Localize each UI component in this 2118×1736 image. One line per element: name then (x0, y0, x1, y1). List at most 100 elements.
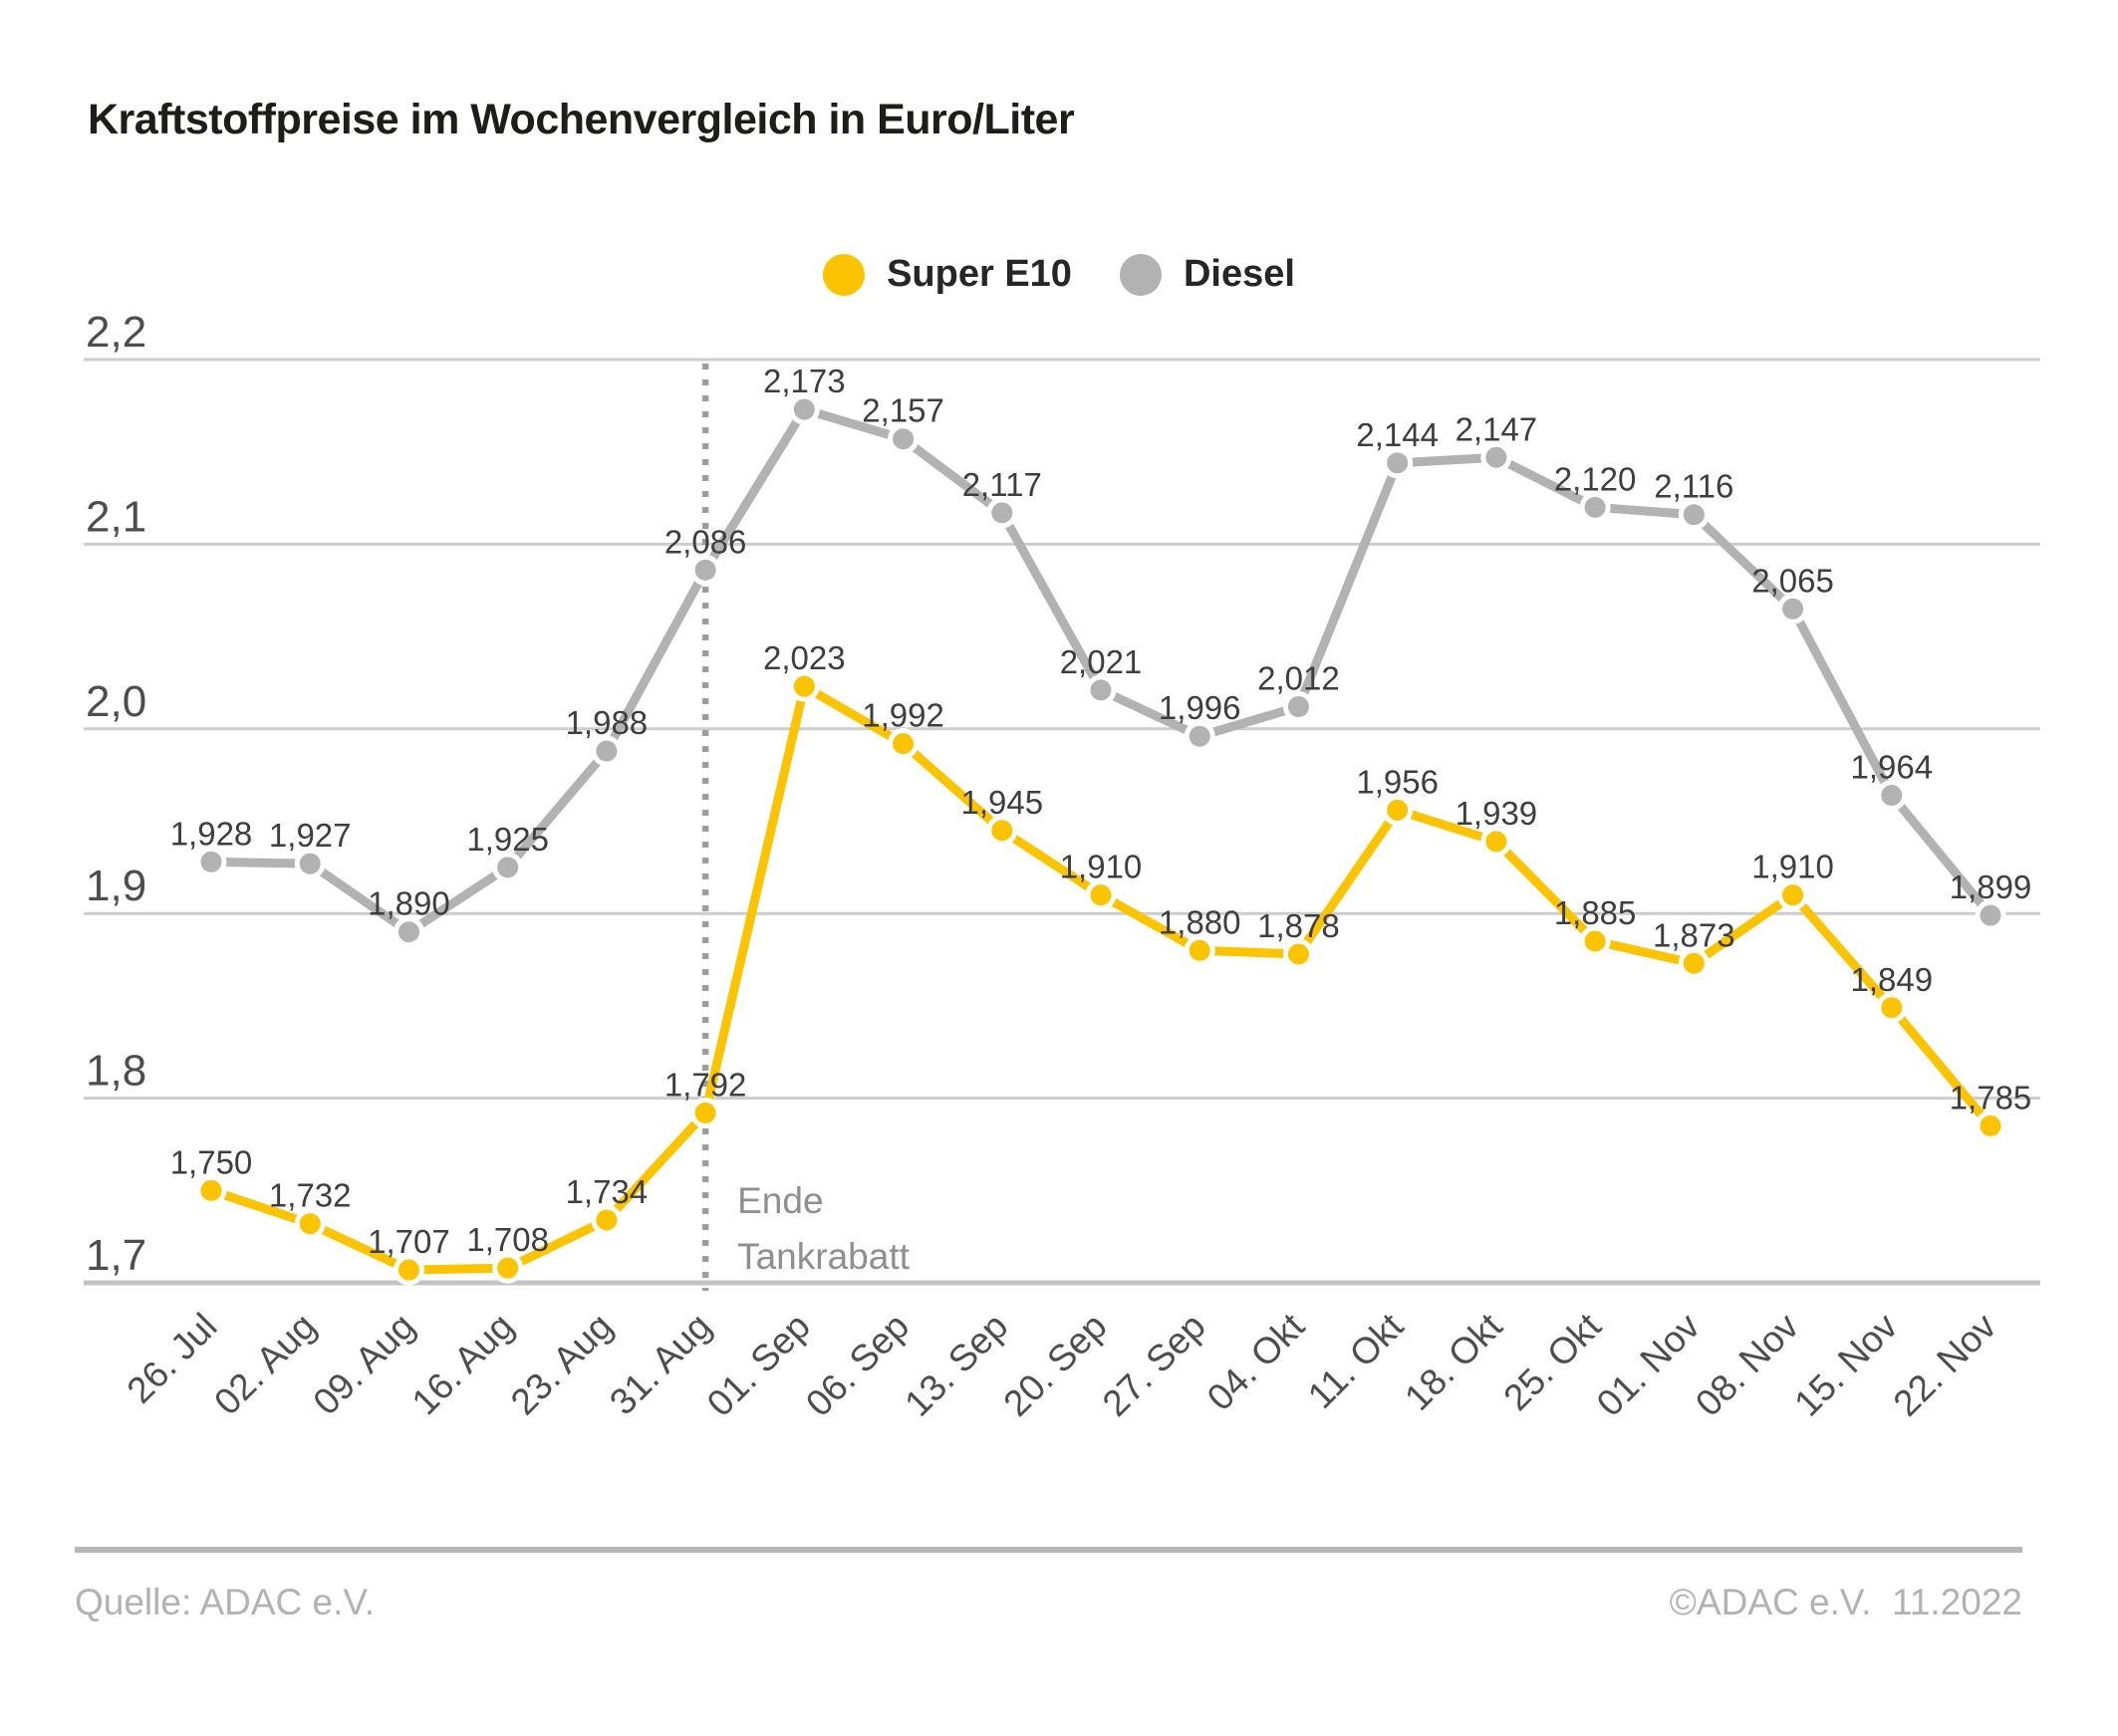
data-point-label: 1,880 (1159, 903, 1241, 940)
data-point (492, 1252, 524, 1284)
data-point-label: 1,707 (368, 1223, 450, 1260)
data-point-label: 2,147 (1456, 410, 1538, 447)
y-axis-label: 1,8 (86, 1047, 146, 1096)
x-axis-label: 04. Okt (1199, 1305, 1313, 1418)
data-point (1184, 934, 1215, 966)
data-point-label: 2,086 (664, 523, 747, 560)
data-point (1085, 879, 1117, 911)
y-axis-label: 1,7 (86, 1231, 146, 1280)
data-point-label: 1,750 (170, 1143, 253, 1180)
data-point-label: 1,878 (1257, 907, 1340, 944)
data-point-label: 1,928 (170, 815, 253, 852)
data-point-label: 1,785 (1950, 1079, 2032, 1116)
data-point (1777, 879, 1809, 911)
source-text: Quelle: ADAC e.V. (75, 1582, 375, 1622)
data-point-label: 2,023 (763, 639, 846, 676)
data-point-label: 1,956 (1356, 763, 1439, 800)
data-point (1975, 1110, 2006, 1141)
series-line-super-e10 (209, 681, 1994, 1275)
data-point-label: 1,925 (466, 821, 549, 858)
x-axis-label: 23. Aug (503, 1306, 621, 1423)
x-axis-label: 06. Sep (798, 1306, 917, 1424)
data-point (1777, 593, 1809, 624)
data-point (888, 423, 920, 455)
x-axis-label: 31. Aug (602, 1306, 719, 1423)
data-point-label: 1,927 (269, 817, 352, 854)
data-point-label: 1,945 (960, 784, 1043, 821)
chart-title: Kraftstoffpreise im Wochenvergleich in E… (88, 96, 1075, 143)
data-point (294, 848, 326, 879)
y-axis-label: 2,2 (86, 308, 146, 357)
data-point (1975, 899, 2006, 931)
data-point-label: 1,996 (1159, 689, 1241, 726)
data-point-label: 2,021 (1060, 643, 1143, 680)
x-axis-label: 18. Okt (1397, 1305, 1510, 1418)
data-point (393, 1254, 424, 1286)
data-point (1282, 938, 1314, 970)
x-axis-label: 02. Aug (206, 1306, 324, 1423)
data-point (591, 1204, 623, 1236)
legend-item-super-e10: Super E10 (823, 253, 1072, 296)
data-point-label: 2,116 (1654, 468, 1733, 505)
x-axis-label: 13. Sep (897, 1306, 1015, 1424)
data-point-label: 1,964 (1850, 749, 1933, 786)
data-point (1085, 674, 1117, 706)
data-point-label: 1,849 (1850, 961, 1933, 998)
data-point (986, 497, 1018, 529)
super-e10-swatch-icon (823, 253, 866, 296)
tankrabatt-annotation: Tankrabatt (737, 1236, 910, 1277)
data-point (986, 815, 1018, 847)
data-point-label: 2,117 (962, 466, 1042, 503)
data-point (1480, 441, 1512, 473)
x-axis-label: 08. Nov (1688, 1305, 1807, 1424)
legend-label-super-e10: Super E10 (887, 253, 1072, 295)
data-point (1184, 720, 1215, 752)
legend: Super E10 Diesel (0, 253, 2118, 296)
x-axis-label: 01. Nov (1589, 1305, 1709, 1424)
legend-label-diesel: Diesel (1183, 253, 1295, 295)
y-axis-label: 2,1 (86, 492, 146, 541)
data-point (1876, 780, 1908, 812)
data-point-label: 1,899 (1950, 868, 2032, 905)
x-axis-label: 15. Nov (1786, 1305, 1906, 1424)
data-point-label: 1,732 (269, 1177, 352, 1214)
data-point-label: 1,992 (862, 697, 944, 734)
data-point (195, 1174, 227, 1206)
x-axis-label: 25. Okt (1495, 1305, 1609, 1418)
data-point-label: 1,734 (566, 1173, 649, 1210)
data-point (689, 1097, 721, 1128)
data-point-label: 1,873 (1653, 916, 1735, 953)
x-axis-label: 20. Sep (995, 1306, 1114, 1424)
data-point (195, 846, 227, 877)
x-axis-label: 09. Aug (305, 1306, 422, 1423)
data-point (1876, 992, 1908, 1024)
data-point (1579, 491, 1611, 523)
data-point (1382, 794, 1414, 826)
x-axis-label: 22. Nov (1885, 1305, 2004, 1424)
copyright-text: ©ADAC e.V. 11.2022 (1669, 1582, 2022, 1622)
data-point-label: 1,910 (1751, 849, 1834, 885)
data-point (1678, 947, 1710, 979)
footer: Quelle: ADAC e.V. ©ADAC e.V. 11.2022 (75, 1582, 2022, 1623)
data-point-label: 1,792 (664, 1066, 747, 1103)
data-point (689, 554, 721, 586)
x-axis-label: 11. Okt (1300, 1305, 1412, 1416)
data-point (1382, 447, 1414, 479)
data-point (294, 1208, 326, 1240)
data-point-label: 1,988 (566, 704, 649, 741)
x-axis-label: 27. Sep (1095, 1306, 1213, 1424)
data-point-label: 2,173 (763, 363, 846, 399)
data-point (1480, 826, 1512, 858)
data-point (788, 670, 820, 702)
data-point-label: 2,065 (1751, 562, 1834, 599)
x-axis-label: 01. Sep (699, 1306, 818, 1424)
data-point (1282, 691, 1314, 723)
y-axis-label: 1,9 (86, 862, 146, 910)
data-point-label: 2,120 (1554, 460, 1637, 497)
data-point-label: 2,144 (1356, 416, 1439, 453)
diesel-swatch-icon (1119, 253, 1162, 296)
data-point-label: 2,157 (862, 392, 944, 429)
x-axis-label: 16. Aug (404, 1306, 522, 1423)
